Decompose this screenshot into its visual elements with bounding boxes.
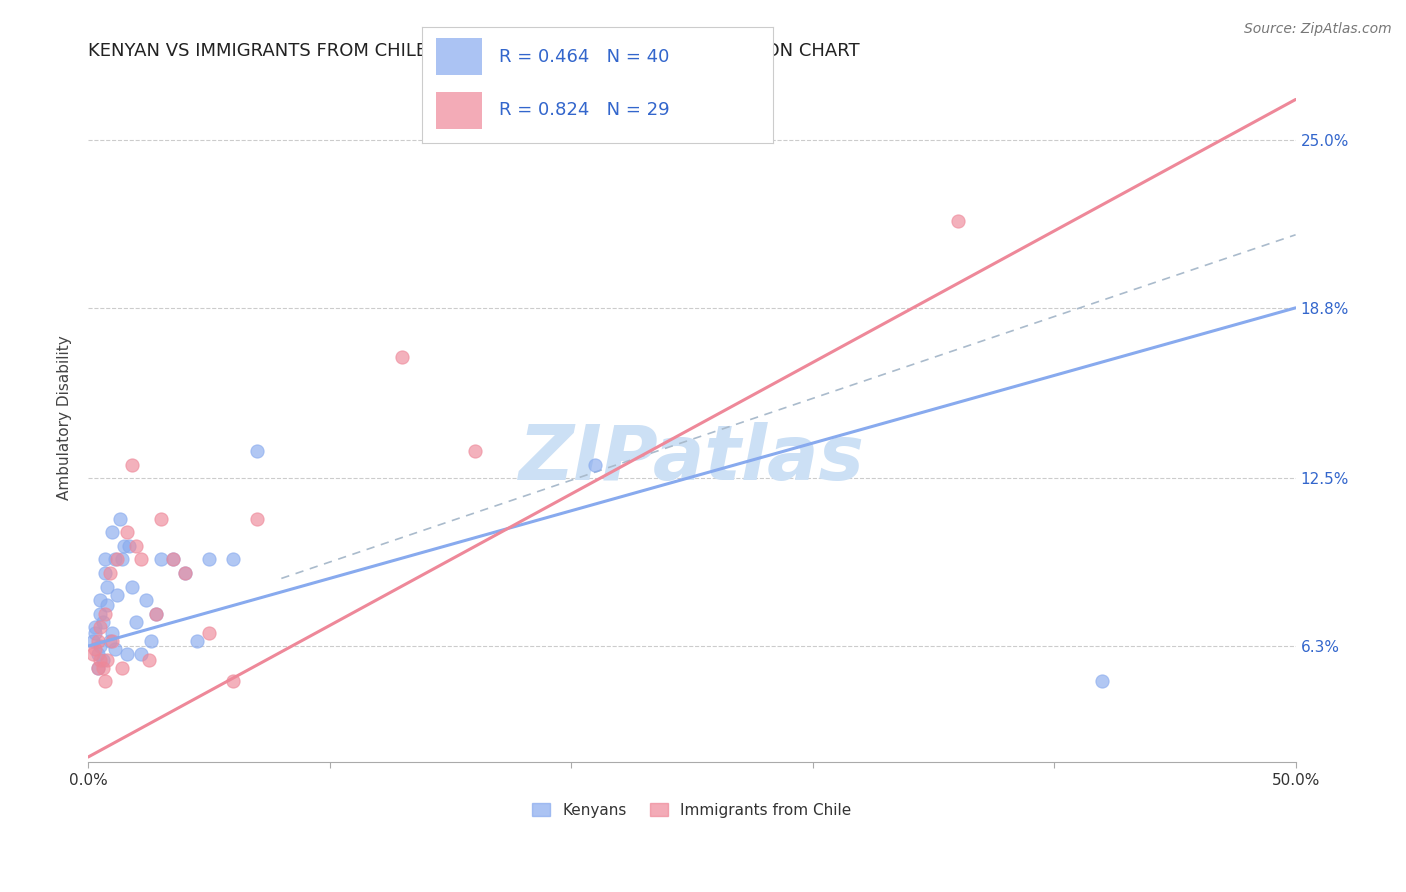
Point	[121, 580, 143, 594]
Point	[129, 552, 152, 566]
Point	[145, 607, 167, 621]
Point	[391, 350, 413, 364]
Point	[1091, 674, 1114, 689]
Point	[104, 552, 127, 566]
Point	[111, 552, 134, 566]
Point	[101, 525, 124, 540]
Point	[186, 633, 208, 648]
Point	[138, 652, 160, 666]
Point	[98, 566, 121, 580]
Point	[84, 620, 107, 634]
Point	[84, 625, 107, 640]
Legend: Kenyans, Immigrants from Chile: Kenyans, Immigrants from Chile	[526, 797, 858, 824]
Point	[87, 633, 110, 648]
Point	[87, 647, 110, 661]
Text: ZIPatlas: ZIPatlas	[519, 422, 865, 496]
Point	[464, 444, 486, 458]
Point	[84, 641, 107, 656]
Point	[125, 615, 148, 629]
Point	[162, 552, 184, 566]
Point	[98, 633, 121, 648]
Point	[89, 593, 111, 607]
Text: Source: ZipAtlas.com: Source: ZipAtlas.com	[1244, 22, 1392, 37]
Point	[101, 625, 124, 640]
Point	[91, 615, 114, 629]
Point	[173, 566, 195, 580]
Text: R = 0.464   N = 40: R = 0.464 N = 40	[499, 48, 669, 66]
Point	[94, 674, 117, 689]
Point	[89, 639, 111, 653]
Text: R = 0.824   N = 29: R = 0.824 N = 29	[499, 102, 669, 120]
Point	[246, 444, 269, 458]
Point	[94, 607, 117, 621]
Point	[139, 633, 162, 648]
Point	[96, 652, 118, 666]
Point	[101, 633, 124, 648]
Point	[89, 652, 111, 666]
Point	[583, 458, 606, 472]
Point	[91, 652, 114, 666]
Point	[121, 458, 143, 472]
Point	[149, 552, 172, 566]
Point	[105, 588, 128, 602]
Point	[82, 647, 104, 661]
Point	[104, 641, 127, 656]
Point	[946, 214, 969, 228]
Point	[115, 525, 138, 540]
Point	[198, 625, 221, 640]
Y-axis label: Ambulatory Disability: Ambulatory Disability	[58, 335, 72, 500]
FancyBboxPatch shape	[436, 38, 481, 76]
Point	[222, 674, 245, 689]
Point	[89, 607, 111, 621]
Point	[96, 580, 118, 594]
Point	[94, 566, 117, 580]
Point	[173, 566, 195, 580]
Point	[135, 593, 157, 607]
Point	[94, 552, 117, 566]
Point	[96, 599, 118, 613]
Point	[162, 552, 184, 566]
Point	[108, 512, 131, 526]
Point	[91, 661, 114, 675]
Point	[222, 552, 245, 566]
Point	[129, 647, 152, 661]
Point	[105, 552, 128, 566]
Point	[125, 539, 148, 553]
Point	[115, 647, 138, 661]
Point	[149, 512, 172, 526]
FancyBboxPatch shape	[436, 92, 481, 128]
Point	[112, 539, 135, 553]
Point	[246, 512, 269, 526]
Point	[198, 552, 221, 566]
Point	[145, 607, 167, 621]
Point	[87, 661, 110, 675]
Point	[111, 661, 134, 675]
Point	[87, 661, 110, 675]
Point	[118, 539, 141, 553]
Point	[89, 620, 111, 634]
Point	[82, 633, 104, 648]
Text: KENYAN VS IMMIGRANTS FROM CHILE AMBULATORY DISABILITY CORRELATION CHART: KENYAN VS IMMIGRANTS FROM CHILE AMBULATO…	[89, 42, 860, 60]
